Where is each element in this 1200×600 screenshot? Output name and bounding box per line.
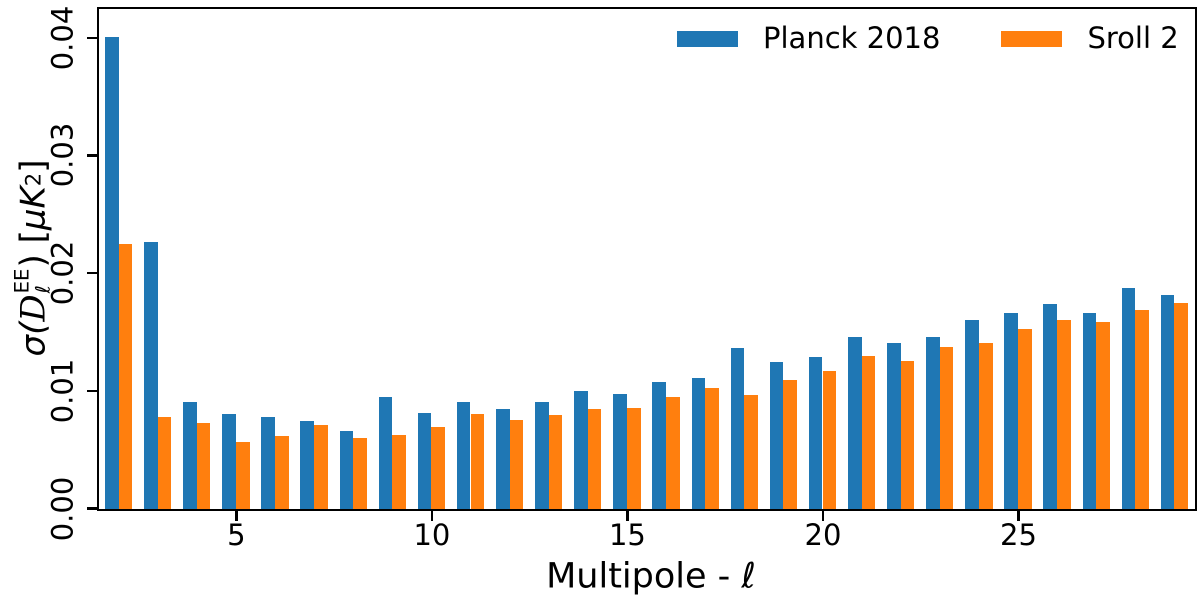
y-tick-label-0.03: 0.03: [45, 123, 80, 188]
x-tick-5: [235, 511, 238, 521]
bar-sroll-2-l10: [431, 426, 446, 509]
bar-planck-2018-l10: [417, 412, 432, 509]
bar-sroll-2-l9: [392, 434, 406, 509]
bar-planck-2018-l3: [144, 241, 158, 509]
bar-planck-2018-l29: [1160, 294, 1175, 509]
x-tick-label-5: 5: [227, 518, 246, 552]
bar-sroll-2-l15: [626, 407, 641, 509]
x-tick-label-20: 20: [804, 518, 842, 552]
ylabel-sigma: σ(: [13, 321, 53, 357]
bar-planck-2018-l25: [1004, 312, 1018, 509]
bar-planck-2018-l27: [1082, 312, 1097, 509]
bar-sroll-2-l20: [822, 371, 837, 509]
legend-swatch-sroll-2: [1001, 30, 1063, 47]
y-tick-0.04: [87, 36, 97, 39]
bar-sroll-2-l4: [196, 423, 211, 509]
legend-label-planck-2018: Planck 2018: [763, 21, 941, 55]
x-tick-10: [430, 511, 434, 521]
bar-sroll-2-l7: [314, 425, 328, 509]
y-tick-0.01: [87, 389, 97, 393]
bar-sroll-2-l5: [235, 441, 250, 509]
bar-sroll-2-l28: [1135, 310, 1149, 509]
bar-sroll-2-l13: [548, 414, 563, 509]
bar-sroll-2-l16: [666, 397, 680, 509]
legend-swatch-planck-2018: [677, 30, 738, 47]
ylabel-unit: μK: [13, 186, 53, 231]
bar-sroll-2-l2: [118, 244, 133, 509]
bar-sroll-2-l17: [705, 387, 719, 509]
y-tick-label-0.02: 0.02: [45, 240, 80, 306]
bar-planck-2018-l2: [104, 37, 119, 509]
bar-sroll-2-l21: [861, 356, 876, 509]
bar-sroll-2-l22: [900, 360, 915, 509]
plot-area: [97, 7, 1197, 511]
x-tick-15: [626, 511, 629, 521]
bar-sroll-2-l25: [1018, 328, 1032, 509]
bar-planck-2018-l11: [456, 401, 471, 509]
x-axis-label: Multipole - ℓ: [546, 556, 756, 597]
bar-planck-2018-l28: [1121, 287, 1136, 509]
bar-planck-2018-l4: [183, 401, 197, 509]
bar-planck-2018-l23: [926, 337, 940, 509]
bar-planck-2018-l13: [535, 401, 549, 509]
bar-planck-2018-l5: [222, 413, 236, 509]
x-tick-label-15: 15: [608, 518, 646, 552]
bar-sroll-2-l27: [1096, 321, 1110, 509]
bar-planck-2018-l24: [965, 319, 979, 509]
bar-planck-2018-l9: [378, 397, 393, 509]
bar-sroll-2-l14: [587, 409, 602, 509]
bar-sroll-2-l26: [1057, 319, 1071, 509]
bar-sroll-2-l19: [783, 379, 798, 509]
bar-planck-2018-l18: [730, 347, 745, 509]
y-tick-label-0.00: 0.00: [45, 476, 80, 541]
bar-sroll-2-l23: [939, 346, 954, 509]
bar-sroll-2-l29: [1174, 303, 1189, 509]
bar-planck-2018-l16: [652, 381, 667, 509]
x-tick-25: [1017, 511, 1020, 521]
bar-planck-2018-l6: [261, 417, 275, 509]
bar-planck-2018-l12: [495, 409, 510, 509]
legend: Planck 2018 Sroll 2: [677, 24, 1179, 53]
legend-label-sroll-2: Sroll 2: [1087, 21, 1179, 55]
bar-planck-2018-l20: [808, 357, 823, 509]
bar-planck-2018-l14: [574, 391, 588, 509]
bar-sroll-2-l11: [470, 413, 485, 509]
x-tick-20: [821, 511, 825, 521]
bar-sroll-2-l24: [978, 343, 993, 509]
bar-sroll-2-l12: [509, 419, 524, 509]
bar-planck-2018-l8: [339, 431, 354, 509]
bar-sroll-2-l8: [353, 438, 367, 509]
bar-sroll-2-l6: [275, 436, 289, 509]
bar-sroll-2-l3: [157, 417, 172, 509]
bar-planck-2018-l21: [847, 337, 862, 509]
x-tick-label-25: 25: [1000, 518, 1037, 552]
ylabel-unit-exponent: 2: [20, 172, 46, 187]
y-tick-label-0.01: 0.01: [45, 358, 80, 424]
bar-planck-2018-l7: [300, 420, 315, 509]
y-tick-label-0.04: 0.04: [45, 5, 80, 70]
bar-planck-2018-l15: [613, 393, 627, 509]
bar-planck-2018-l26: [1043, 304, 1058, 509]
legend-item-planck-2018: Planck 2018: [677, 24, 940, 53]
x-tick-label-10: 10: [413, 518, 451, 552]
y-tick-0.03: [87, 154, 97, 157]
bar-planck-2018-l22: [887, 343, 901, 509]
bar-sroll-2-l18: [744, 394, 758, 509]
legend-item-sroll-2: Sroll 2: [1001, 21, 1179, 55]
bar-planck-2018-l19: [769, 361, 784, 509]
y-tick-0.00: [87, 507, 97, 510]
bar-planck-2018-l17: [691, 378, 706, 509]
y-tick-0.02: [87, 271, 97, 275]
